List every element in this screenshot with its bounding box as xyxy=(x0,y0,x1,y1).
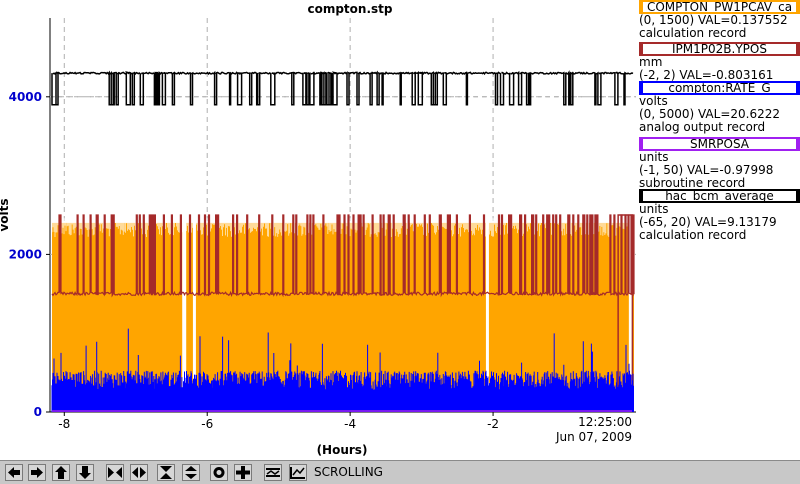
series-hac-bcm-average xyxy=(51,70,634,106)
down-arrow-icon xyxy=(79,466,91,479)
plot-area[interactable]: 0 2000 4000 -8 -6 -4 -2 volts (Hours) 12:25:0… xyxy=(0,0,800,460)
zoom-in-x-icon xyxy=(108,467,122,478)
x-tick-label: -2 xyxy=(487,417,499,431)
legend-entry[interactable]: compton:RATE_G volts (0, 5000) VAL=20.6222… xyxy=(639,81,800,134)
x-tick-label: -4 xyxy=(344,417,356,431)
y-tick-label: 0 xyxy=(34,405,42,419)
date-label: Jun 07, 2009 xyxy=(555,430,632,444)
legend-info-line: (-2, 2) VAL=-0.803161 xyxy=(639,69,774,82)
zoom-out-x-icon xyxy=(132,467,146,478)
x-tick-label: -6 xyxy=(201,417,213,431)
legend-swatch-label[interactable]: COMPTON_PW1PCAV_ca xyxy=(639,0,800,14)
zoom-in-x-button[interactable] xyxy=(106,464,124,481)
time-scale-icon xyxy=(290,467,305,479)
toolbar: SCROLLING xyxy=(0,460,800,484)
series-rate-g xyxy=(51,328,634,412)
mode-label: SCROLLING xyxy=(314,465,383,479)
scroll-down-button[interactable] xyxy=(76,464,94,481)
zoom-in-y-button[interactable] xyxy=(157,464,175,481)
plot-title: compton.stp xyxy=(307,2,393,16)
series-compton-gap xyxy=(628,215,632,412)
legend-info-line: calculation record xyxy=(639,229,747,242)
left-arrow-icon xyxy=(8,467,20,478)
autoscale-icon xyxy=(213,467,225,478)
add-pv-button[interactable] xyxy=(234,464,252,481)
time-scale-button[interactable] xyxy=(289,464,307,481)
series-ipm1p02b-ypos xyxy=(51,214,635,298)
legend-swatch-label[interactable]: SMRPOSA xyxy=(639,137,800,151)
legend-info-line: (0, 1500) VAL=0.137552 xyxy=(639,14,788,27)
zoom-out-y-button[interactable] xyxy=(182,464,200,481)
y-axis-label: volts xyxy=(0,198,11,231)
legend-info-line: units xyxy=(639,151,669,164)
legend-entry[interactable]: hac_bcm_average units (-65, 20) VAL=9.1317… xyxy=(639,189,800,242)
zoom-out-y-icon xyxy=(185,466,197,479)
x-tick-labels: -8 -6 -4 -2 xyxy=(58,412,499,431)
legend-entry[interactable]: COMPTON_PW1PCAV_ca (0, 1500) VAL=0.137552… xyxy=(639,0,800,40)
legend-info-line: volts xyxy=(639,95,668,108)
y-tick-labels: 0 2000 4000 xyxy=(9,90,50,419)
up-arrow-icon xyxy=(55,466,67,479)
legend-swatch-label[interactable]: IPM1P02B.YPOS xyxy=(639,42,800,56)
x-axis-label: (Hours) xyxy=(317,443,368,457)
legend-swatch-label[interactable]: compton:RATE_G xyxy=(639,81,800,95)
legend-entry[interactable]: SMRPOSA units (-1, 50) VAL=-0.97998 subrout… xyxy=(639,137,800,190)
autoscale-button[interactable] xyxy=(210,464,228,481)
time-label: 12:25:00 xyxy=(578,415,632,429)
scroll-left-button[interactable] xyxy=(5,464,23,481)
legend-info-line: (0, 5000) VAL=20.6222 xyxy=(639,108,780,121)
legend-info-line: (-65, 20) VAL=9.13179 xyxy=(639,216,777,229)
series-layer xyxy=(51,70,635,412)
scroll-right-button[interactable] xyxy=(28,464,46,481)
series-ipm1p02b-step xyxy=(617,214,634,412)
series-compton-gap xyxy=(192,215,196,412)
legend-swatch-label[interactable]: hac_bcm_average xyxy=(639,189,800,203)
legend-info-line: analog output record xyxy=(639,121,766,134)
y-tick-label: 4000 xyxy=(9,90,42,104)
add-pv-icon xyxy=(236,466,250,479)
y-tick-label: 2000 xyxy=(9,247,42,261)
legend-info-line: units xyxy=(639,203,669,216)
x-tick-label: -8 xyxy=(58,417,70,431)
zoom-in-y-icon xyxy=(160,466,172,479)
legend-entry[interactable]: IPM1P02B.YPOS mm (-2, 2) VAL=-0.803161 xyxy=(639,42,800,82)
right-arrow-icon xyxy=(31,467,43,478)
legend-info-line: subroutine record xyxy=(639,177,746,190)
legend-info-line: mm xyxy=(639,56,663,69)
scroll-up-button[interactable] xyxy=(52,464,70,481)
legend-info-line: (-1, 50) VAL=-0.97998 xyxy=(639,164,774,177)
series-compton-gap xyxy=(182,215,187,412)
legend-info-line: calculation record xyxy=(639,27,747,40)
lock-axes-button[interactable] xyxy=(264,464,282,481)
series-compton-gap xyxy=(485,215,489,412)
lock-axes-icon xyxy=(266,468,280,477)
zoom-out-x-button[interactable] xyxy=(130,464,148,481)
